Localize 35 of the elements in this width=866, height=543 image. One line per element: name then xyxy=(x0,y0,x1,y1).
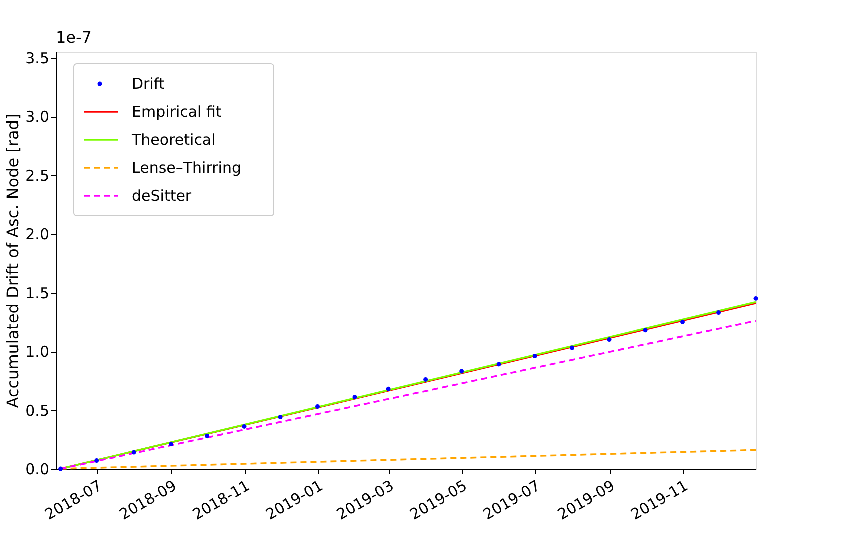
y-tick-label: 0.0 xyxy=(26,460,50,478)
point xyxy=(424,377,428,382)
legend-label: Empirical fit xyxy=(132,103,222,121)
point xyxy=(570,346,575,350)
legend-label: Theoretical xyxy=(131,131,216,149)
legend-label: Drift xyxy=(132,75,165,93)
point xyxy=(169,442,174,447)
point xyxy=(716,310,722,316)
y-tick-label: 1.5 xyxy=(26,284,50,302)
point xyxy=(205,434,210,438)
point xyxy=(460,369,464,374)
y-tick-label: 0.5 xyxy=(26,402,50,420)
point xyxy=(386,386,391,392)
y-tick-label: 2.0 xyxy=(26,226,50,244)
point xyxy=(316,404,320,409)
point xyxy=(532,354,538,358)
point xyxy=(643,328,648,333)
point xyxy=(680,320,685,324)
text: 1e-7 xyxy=(56,28,92,47)
point xyxy=(607,338,612,342)
y-tick-label: 2.5 xyxy=(26,166,50,185)
y-tick-label: 1.0 xyxy=(26,343,50,362)
point xyxy=(58,466,64,472)
point xyxy=(352,395,358,400)
legend-label: deSitter xyxy=(132,187,192,205)
point xyxy=(496,362,502,367)
legend-label: Lense–Thirring xyxy=(132,159,242,177)
point xyxy=(242,424,247,429)
y-tick-label: 3.5 xyxy=(26,49,50,68)
point xyxy=(94,458,100,464)
point xyxy=(754,296,758,301)
point xyxy=(132,450,136,455)
y-axis-title: Accumulated Drift of Asc. Node [rad] xyxy=(4,114,23,408)
point xyxy=(278,415,283,420)
y-tick-label: 3.0 xyxy=(26,108,50,126)
